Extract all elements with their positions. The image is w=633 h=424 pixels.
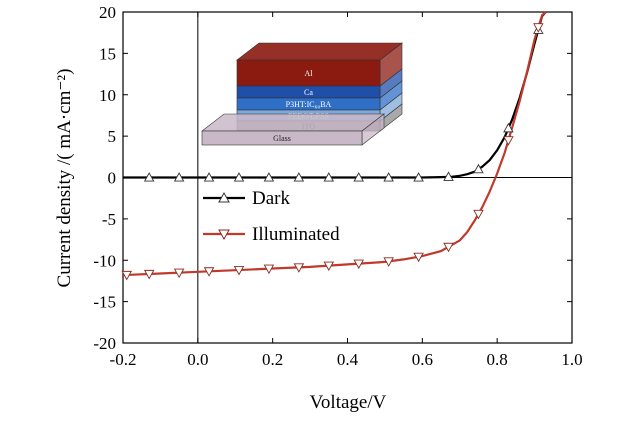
layer-top-0 <box>236 42 403 61</box>
layer-front-5 <box>201 130 363 146</box>
data-marker-illuminated <box>233 265 245 276</box>
y-tick-label: -10 <box>93 251 116 270</box>
data-marker-dark <box>503 122 514 133</box>
data-marker-illuminated <box>533 23 544 33</box>
x-axis-title: Voltage/V <box>310 392 387 413</box>
layer-top-5 <box>201 113 385 132</box>
data-marker-dark <box>473 163 484 174</box>
data-marker-dark <box>443 171 454 181</box>
data-marker-dark <box>233 172 245 182</box>
data-marker-illuminated <box>121 270 133 281</box>
data-marker-dark <box>323 172 335 182</box>
x-tick-label: 0.2 <box>262 350 283 369</box>
x-tick-label: 0.6 <box>412 350 433 369</box>
y-tick-label: 20 <box>99 3 116 22</box>
legend: Dark Illuminated <box>203 188 340 245</box>
y-tick-label: -15 <box>93 293 116 312</box>
y-tick-label: -5 <box>102 210 116 229</box>
y-tick-label: 5 <box>108 127 117 146</box>
data-marker-dark <box>173 172 185 182</box>
data-marker-illuminated <box>143 269 155 280</box>
layer-label-5: Glass <box>273 134 291 143</box>
y-axis-title: Current density /( mA·cm⁻²) <box>54 69 75 288</box>
layer-label-0: Al <box>305 69 314 78</box>
data-marker-dark <box>353 172 364 182</box>
data-marker-dark <box>263 172 275 182</box>
data-marker-illuminated <box>173 268 185 279</box>
data-marker-dark <box>203 172 215 182</box>
series-layer <box>121 11 547 281</box>
x-tick-label: 1.0 <box>561 350 582 369</box>
data-marker-illuminated <box>383 257 394 267</box>
data-marker-dark <box>383 172 394 182</box>
legend-marker-illuminated <box>218 229 230 241</box>
legend-label-dark: Dark <box>252 188 290 209</box>
data-marker-illuminated <box>353 259 364 270</box>
y-tick-label: 10 <box>99 86 116 105</box>
data-marker-illuminated <box>293 263 305 273</box>
data-marker-illuminated <box>473 209 484 220</box>
data-marker-illuminated <box>323 261 335 272</box>
data-marker-dark <box>293 172 305 182</box>
layer-front-0 <box>236 59 381 87</box>
layer-label-1: Ca <box>304 88 313 97</box>
layer-label-2: P3HT:IC₆₀BA <box>286 100 332 109</box>
data-marker-dark <box>413 172 424 182</box>
data-marker-illuminated <box>263 264 275 275</box>
y-tick-label: -20 <box>93 334 116 353</box>
data-marker-illuminated <box>413 252 424 263</box>
axis-ticks: -0.2 0.0 0.2 0.4 0.6 0.8 1.0 20 15 10 5 0 -5 -10 -15 -2… <box>93 3 582 369</box>
legend-marker-dark <box>218 191 230 203</box>
x-tick-label: -0.2 <box>110 350 137 369</box>
x-tick-label: 0.8 <box>487 350 508 369</box>
data-marker-illuminated <box>503 136 514 146</box>
legend-label-illuminated: Illuminated <box>252 224 340 245</box>
y-tick-label: 15 <box>99 44 116 63</box>
data-marker-illuminated <box>443 242 454 253</box>
x-tick-label: 0.4 <box>337 350 359 369</box>
data-marker-illuminated <box>203 267 215 277</box>
x-tick-label: 0.0 <box>187 350 208 369</box>
y-tick-label: 0 <box>108 169 117 188</box>
data-marker-dark <box>143 172 155 182</box>
